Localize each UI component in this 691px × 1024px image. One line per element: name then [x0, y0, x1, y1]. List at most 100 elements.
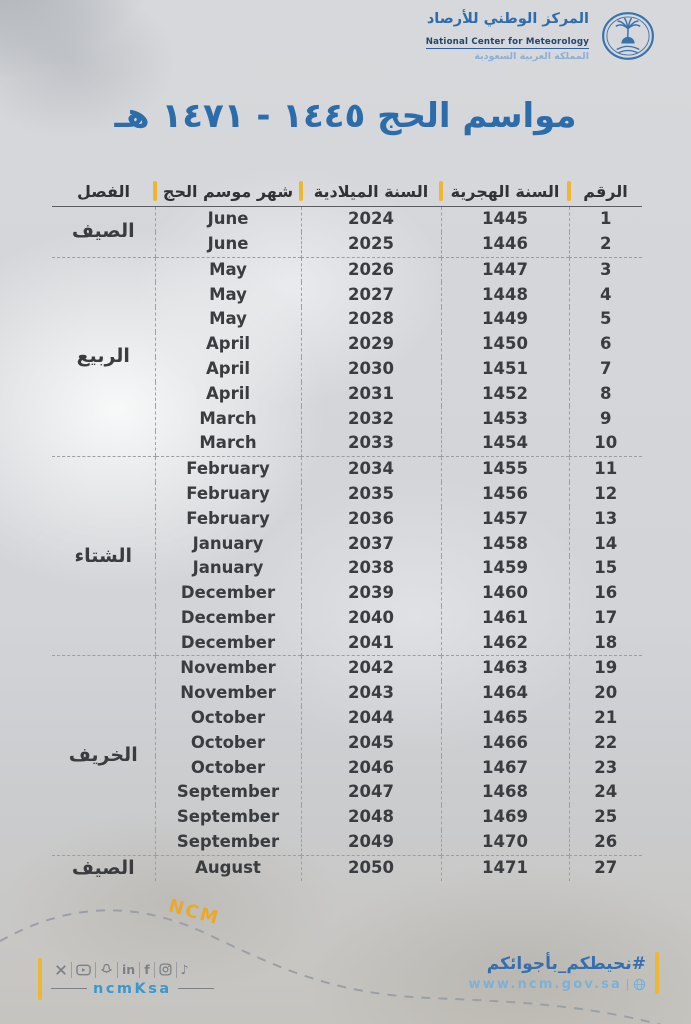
cell-no: 25 — [568, 805, 642, 830]
cell-month: February — [154, 456, 301, 482]
page-title: مواسم الحج ١٤٤٥ - ١٤٧١ هـ — [114, 96, 577, 136]
cell-hijri: 1460 — [440, 580, 569, 606]
cell-gregorian: 2024 — [300, 206, 441, 232]
table-row: 23 1467 2046 October — [52, 755, 642, 781]
cell-gregorian: 2037 — [300, 531, 441, 557]
cell-gregorian: 2029 — [300, 331, 441, 357]
hajj-seasons-table: الرقم السنة الهجرية السنة الميلادية شهر … — [52, 176, 642, 881]
cell-gregorian: 2046 — [300, 755, 441, 781]
cell-no: 6 — [568, 331, 642, 357]
cell-month: May — [154, 307, 301, 332]
column-divider — [439, 181, 443, 201]
social-block: in f ♪ ncmKsa — [38, 958, 214, 1000]
cell-month: September — [154, 780, 301, 806]
social-icons-row: in f ♪ — [51, 961, 214, 978]
cell-month: December — [154, 605, 301, 631]
table-row: 14 1458 2037 January — [52, 531, 642, 557]
cell-hijri: 1470 — [440, 829, 569, 856]
table-row: 22 1466 2045 October — [52, 730, 642, 756]
cell-gregorian: 2042 — [300, 655, 441, 682]
table-row: 24 1468 2047 September — [52, 780, 642, 806]
cell-gregorian: 2033 — [300, 431, 441, 457]
cell-gregorian: 2036 — [300, 506, 441, 532]
cell-hijri: 1463 — [440, 655, 569, 682]
cell-gregorian: 2026 — [300, 257, 441, 283]
column-header-hijri-year: السنة الهجرية — [439, 176, 569, 207]
cell-hijri: 1464 — [440, 681, 569, 706]
website-row: www.ncm.gov.sa — [469, 977, 646, 992]
cell-no: 14 — [568, 531, 642, 557]
snapchat-icon — [95, 961, 117, 978]
cell-no: 13 — [568, 506, 642, 532]
globe-icon — [633, 978, 646, 991]
cell-month: January — [154, 531, 301, 557]
season-cell: الصيف — [52, 206, 155, 258]
cell-no: 11 — [568, 456, 642, 482]
cell-month: October — [154, 705, 301, 731]
cell-month: May — [154, 257, 301, 283]
table-row: 12 1456 2035 February — [52, 481, 642, 507]
cell-hijri: 1446 — [440, 231, 569, 258]
linkedin-icon: in — [117, 961, 139, 978]
table-row: 19 1463 2042 November الخريف — [52, 655, 642, 856]
instagram-icon — [153, 961, 176, 978]
cell-hijri: 1459 — [440, 556, 569, 581]
cell-gregorian: 2032 — [300, 406, 441, 432]
season-cell: الربيع — [52, 257, 155, 457]
cell-month: September — [154, 829, 301, 856]
cell-gregorian: 2034 — [300, 456, 441, 482]
cell-hijri: 1453 — [440, 406, 569, 432]
column-header-season: الفصل — [52, 176, 155, 207]
cell-no: 8 — [568, 381, 642, 407]
cell-month: December — [154, 580, 301, 606]
footer-accent-bar — [655, 952, 659, 994]
table-row: 8 1452 2031 April — [52, 381, 642, 407]
table-row: 1 1445 2024 June الصيف — [52, 206, 642, 258]
cell-gregorian: 2025 — [300, 231, 441, 258]
cell-no: 26 — [568, 829, 642, 856]
cell-month: December — [154, 630, 301, 657]
cell-month: October — [154, 755, 301, 781]
table-row: 13 1457 2036 February — [52, 506, 642, 532]
column-divider — [299, 181, 303, 201]
table-row: 21 1465 2044 October — [52, 705, 642, 731]
table-row: 15 1459 2038 January — [52, 556, 642, 581]
cell-no: 24 — [568, 780, 642, 806]
table-row: 27 1471 2050 August الصيف — [52, 855, 642, 881]
cell-no: 9 — [568, 406, 642, 432]
cell-hijri: 1461 — [440, 605, 569, 631]
column-header-month: شهر موسم الحج — [153, 176, 301, 207]
cell-gregorian: 2045 — [300, 730, 441, 756]
cell-no: 20 — [568, 681, 642, 706]
cell-no: 5 — [568, 307, 642, 332]
cell-month: February — [154, 481, 301, 507]
table-row: 2 1446 2025 June — [52, 231, 642, 258]
cell-hijri: 1467 — [440, 755, 569, 781]
cell-month: April — [154, 356, 301, 382]
cell-gregorian: 2041 — [300, 630, 441, 657]
cell-month: November — [154, 681, 301, 706]
divider-line — [51, 988, 87, 989]
cell-month: October — [154, 730, 301, 756]
cell-gregorian: 2038 — [300, 556, 441, 581]
divider-line — [177, 988, 214, 989]
cell-hijri: 1469 — [440, 805, 569, 830]
cell-no: 21 — [568, 705, 642, 731]
cell-gregorian: 2044 — [300, 705, 441, 731]
divider-line — [627, 978, 628, 991]
cell-gregorian: 2027 — [300, 282, 441, 308]
cell-month: April — [154, 381, 301, 407]
cell-hijri: 1445 — [440, 206, 569, 232]
cell-hijri: 1452 — [440, 381, 569, 407]
table-row: 17 1461 2040 December — [52, 605, 642, 631]
org-name-english: National Center for Meteorology — [425, 36, 589, 49]
cell-no: 7 — [568, 356, 642, 382]
table-row: 16 1460 2039 December — [52, 580, 642, 606]
cell-hijri: 1451 — [440, 356, 569, 382]
table-row: 5 1449 2028 May — [52, 307, 642, 332]
cell-no: 22 — [568, 730, 642, 756]
table-row: 6 1450 2029 April — [52, 331, 642, 357]
cell-hijri: 1450 — [440, 331, 569, 357]
cell-month: September — [154, 805, 301, 830]
